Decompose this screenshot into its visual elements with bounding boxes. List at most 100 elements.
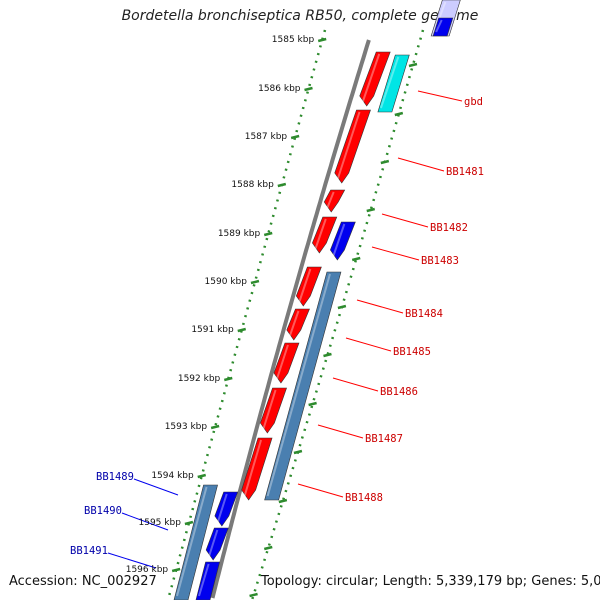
scale-tick — [304, 86, 313, 92]
scale-tick — [237, 327, 247, 333]
scale-tick-label: 1585 kbp — [272, 35, 315, 45]
gene-bb1488 — [241, 437, 273, 501]
scale-tick-label: 1593 kbp — [165, 422, 208, 432]
leader-line — [397, 157, 445, 172]
gene-bb1481-highlight — [336, 111, 361, 180]
gene-bb1483-red-highlight — [314, 218, 327, 250]
gene-gbd-cyan-highlight — [379, 56, 400, 109]
leader-line — [417, 90, 463, 102]
scale-tick — [250, 279, 260, 285]
scale-tick-inner — [337, 304, 347, 310]
gene-bb1483-blue — [330, 221, 356, 261]
gene-label-bb1486: BB1486 — [380, 386, 418, 398]
gene-bb1483-blue-highlight — [332, 223, 346, 257]
leader-line — [297, 483, 344, 498]
gene-label-bb1488: BB1488 — [345, 492, 383, 504]
inner-scale-track — [250, 29, 425, 600]
gene-bb1491 — [195, 561, 221, 600]
gene-gbd-red — [359, 51, 391, 107]
scale-tick — [277, 182, 287, 188]
accession-text: Accession: NC_002927 — [9, 574, 157, 589]
scale-tick-label: 1591 kbp — [191, 325, 234, 335]
scale-tick-inner — [380, 159, 390, 165]
gene-bb1490 — [205, 527, 229, 561]
gene-label-gbd: gbd — [464, 96, 483, 108]
scale-tick-label: 1596 kbp — [126, 565, 169, 575]
gene-bb1489-steel — [173, 484, 218, 600]
gene-label-bb1487: BB1487 — [365, 433, 403, 445]
leader-line — [332, 377, 379, 392]
scale-tick-label: 1590 kbp — [205, 277, 248, 287]
gene-steel-track-highlight — [266, 273, 331, 497]
gene-steel-track — [264, 271, 342, 501]
scale-tick-inner — [351, 256, 361, 262]
gene-gbd-cyan — [377, 54, 410, 113]
genome-summary-text: Topology: circular; Length: 5,339,179 bp… — [261, 574, 600, 589]
gene-label-bb1483: BB1483 — [421, 255, 459, 267]
leader-line — [356, 299, 404, 314]
gene-label-bb1482: BB1482 — [430, 222, 468, 234]
scale-tick — [210, 424, 220, 430]
gene-bb1485 — [286, 308, 310, 341]
scale-tick — [223, 376, 233, 382]
scale-tick-inner — [308, 401, 317, 407]
leader-line — [107, 552, 157, 569]
gene-bb1484-highlight — [298, 268, 312, 303]
scale-tick-inner — [293, 449, 303, 455]
gene-bb1489-steel-highlight — [176, 486, 208, 597]
gene-gbd-red-highlight — [361, 53, 381, 103]
gene-bb1487-highlight — [262, 389, 277, 430]
gene-label-bb1490: BB1490 — [84, 505, 122, 517]
gene-label-bb1491: BB1491 — [70, 545, 108, 557]
gene-bb1487 — [260, 387, 287, 434]
leader-line — [317, 424, 364, 439]
gene-label-bb1481: BB1481 — [446, 166, 484, 178]
gene-bb1483-red — [312, 216, 338, 254]
gene-label-bb1485: BB1485 — [393, 346, 431, 358]
scale-tick-inner — [278, 498, 288, 504]
scale-tick-label: 1588 kbp — [231, 180, 274, 190]
genome-backbone — [210, 39, 371, 599]
scale-tick-label: 1594 kbp — [151, 471, 194, 481]
gene-bb1488-highlight — [243, 439, 262, 497]
scale-tick-label: 1586 kbp — [258, 84, 301, 94]
gene-top-blue — [432, 17, 454, 37]
gene-label-bb1484: BB1484 — [405, 308, 443, 320]
scale-tick-label: 1595 kbp — [139, 518, 182, 528]
gene-label-bb1489: BB1489 — [96, 471, 134, 483]
gene-top-blue-highlight — [435, 19, 443, 33]
leader-line — [133, 478, 179, 496]
gene-bb1489-highlight — [216, 493, 228, 523]
gene-bb1482 — [323, 189, 346, 213]
gene-bb1485-highlight — [288, 310, 300, 337]
scale-tick — [290, 134, 300, 140]
gene-bb1481 — [334, 109, 371, 184]
scale-tick-label: 1592 kbp — [178, 374, 221, 384]
gene-bb1482-highlight — [326, 191, 335, 209]
scale-tick — [184, 520, 194, 526]
scale-tick — [171, 567, 181, 573]
gene-bb1484 — [295, 266, 322, 307]
map-title: Bordetella bronchiseptica RB50, complete… — [121, 8, 479, 24]
scale-tick-inner — [249, 592, 258, 598]
gene-bb1490-highlight — [208, 529, 219, 557]
scale-tick-inner — [263, 545, 273, 551]
scale-tick-inner — [408, 62, 418, 68]
gene-bb1486 — [273, 342, 300, 384]
gene-bb1486-highlight — [275, 344, 289, 380]
scale-tick — [197, 473, 207, 479]
scale-tick-inner — [394, 111, 404, 117]
scale-tick-label: 1589 kbp — [218, 229, 261, 239]
scale-tick-inner — [323, 352, 332, 358]
leader-line — [345, 337, 392, 352]
scale-tick — [263, 231, 273, 237]
leader-line — [381, 213, 429, 228]
leader-line — [121, 512, 169, 531]
scale-tick-inner — [366, 207, 376, 213]
gene-bb1491-highlight — [198, 563, 210, 597]
gene-bb1489 — [214, 491, 239, 527]
scale-tick-label: 1587 kbp — [245, 132, 288, 142]
leader-line — [371, 246, 420, 261]
